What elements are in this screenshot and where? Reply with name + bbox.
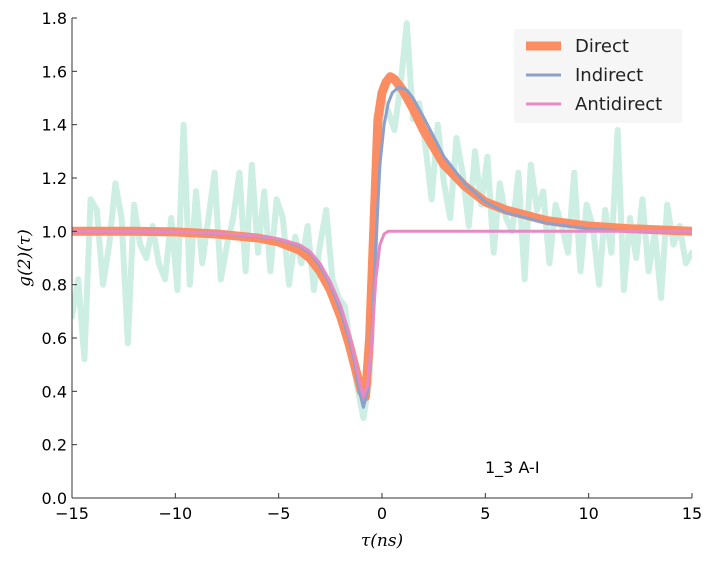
legend-label-antidirect: Antidirect [575, 94, 662, 115]
y-tick-label: 1.4 [42, 116, 67, 135]
legend-label-direct: Direct [575, 36, 629, 57]
y-ticks: 0.0 0.2 0.4 0.6 0.8 1.0 1.2 1.4 1.6 1.8 [42, 9, 77, 508]
series-line-antidirect [72, 229, 692, 399]
y-tick-label: 0.0 [42, 489, 67, 508]
y-tick-label: 0.4 [42, 382, 67, 401]
x-axis-label: τ(ns) [361, 531, 403, 551]
y-tick-label: 1.2 [42, 169, 67, 188]
plot-area [72, 20, 692, 421]
x-tick-label: 10 [578, 504, 598, 523]
x-tick-label: 15 [682, 504, 702, 523]
y-tick-label: 0.2 [42, 436, 67, 455]
series-line-indirect [72, 85, 692, 409]
x-tick-label: 0 [377, 504, 387, 523]
y-tick-label: 1.6 [42, 62, 67, 81]
chart-annotation: 1_3 A-I [485, 458, 540, 478]
legend: Direct Indirect Antidirect [514, 29, 682, 123]
legend-label-indirect: Indirect [575, 65, 643, 86]
x-tick-label: −10 [158, 504, 192, 523]
y-tick-label: 0.6 [42, 329, 67, 348]
x-ticks: −15 −10 −5 0 5 10 15 [55, 493, 702, 523]
x-tick-label: 5 [480, 504, 490, 523]
y-axis-label: g(2)(τ) [15, 229, 35, 287]
x-tick-label: −15 [55, 504, 89, 523]
y-tick-label: 0.8 [42, 276, 67, 295]
y-tick-label: 1.0 [42, 222, 67, 241]
y-tick-label: 1.8 [42, 9, 67, 28]
x-tick-label: −5 [267, 504, 291, 523]
